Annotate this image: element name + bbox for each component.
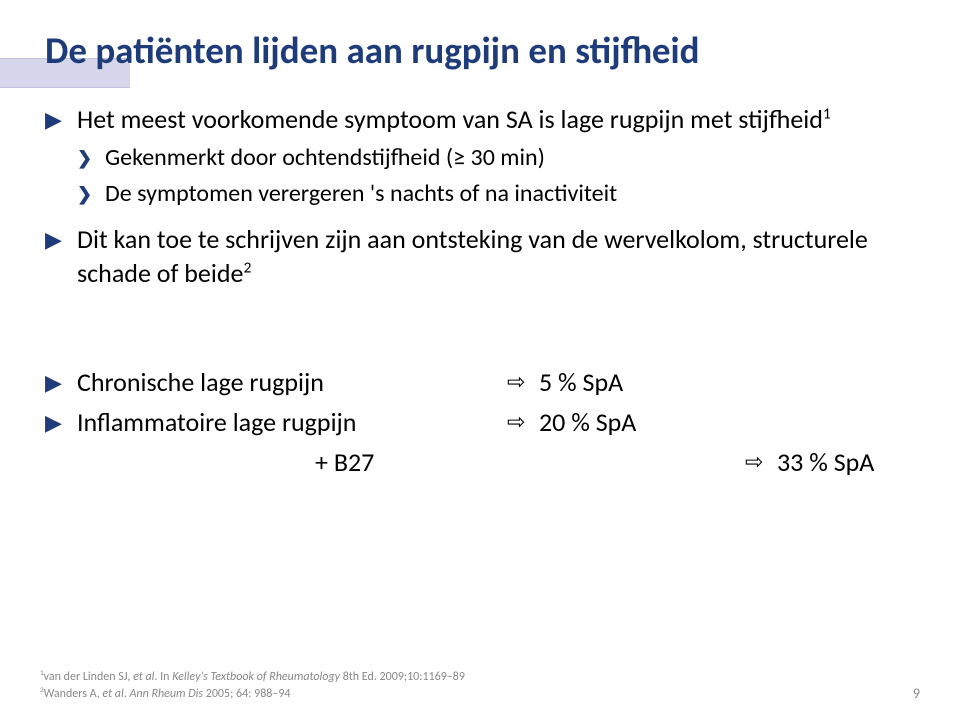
ref2-a: Wanders A,: [44, 687, 103, 701]
reference-1: 1van der Linden SJ, et al. In Kelley's T…: [40, 668, 465, 685]
stat-left-2: Inflammatoire lage rugpijn: [45, 406, 507, 440]
ref1-e: 8th Ed. 2009;10:1169–89: [343, 670, 465, 684]
bullet-main-2-sup: 2: [243, 258, 251, 277]
ref1-b: et al: [133, 670, 154, 684]
page-number: 9: [913, 685, 920, 702]
bullet-main-1-sup: 1: [823, 104, 831, 123]
ref2-e: 2005; 64: 988–94: [206, 687, 291, 701]
bullet-sub-1: Gekenmerkt door ochtendstijfheid (≥ 30 m…: [77, 142, 920, 173]
stat-right-1: 5 % SpA: [507, 366, 623, 400]
stat-right-2: 20 % SpA: [507, 406, 636, 440]
bullet-main-2: Dit kan toe te schrijven zijn aan ontste…: [45, 223, 920, 291]
stat-row-1: Chronische lage rugpijn 5 % SpA: [45, 366, 920, 400]
ref1-a: van der Linden SJ,: [44, 670, 133, 684]
slide-body: Het meest voorkomende symptoom van SA is…: [40, 103, 920, 480]
bullet-main-1: Het meest voorkomende symptoom van SA is…: [45, 103, 920, 137]
ref1-d: Kelley's Textbook of Rheumatology: [172, 670, 342, 684]
bullet-main-2-text: Dit kan toe te schrijven zijn aan ontste…: [77, 223, 868, 289]
ref2-d: Ann Rheum Dis: [129, 687, 205, 701]
ref2-b: et al: [102, 687, 123, 701]
stat-left-3: + B27: [45, 446, 745, 480]
references: 1van der Linden SJ, et al. In Kelley's T…: [40, 668, 465, 702]
slide-title: De patiënten lijden aan rugpijn en stijf…: [40, 30, 920, 73]
reference-2: 2Wanders A, et al. Ann Rheum Dis 2005; 6…: [40, 685, 465, 702]
slide: De patiënten lijden aan rugpijn en stijf…: [0, 0, 960, 720]
footer: 1van der Linden SJ, et al. In Kelley's T…: [40, 668, 920, 702]
stat-row-3: + B27 33 % SpA: [45, 446, 920, 480]
bullet-sub-2: De symptomen verergeren 's nachts of na …: [77, 178, 920, 209]
stat-left-1: Chronische lage rugpijn: [45, 366, 507, 400]
stat-right-3: 33 % SpA: [745, 446, 874, 480]
ref1-c: . In: [154, 670, 172, 684]
stat-row-2: Inflammatoire lage rugpijn 20 % SpA: [45, 406, 920, 440]
bullet-main-1-text: Het meest voorkomende symptoom van SA is…: [77, 103, 823, 135]
